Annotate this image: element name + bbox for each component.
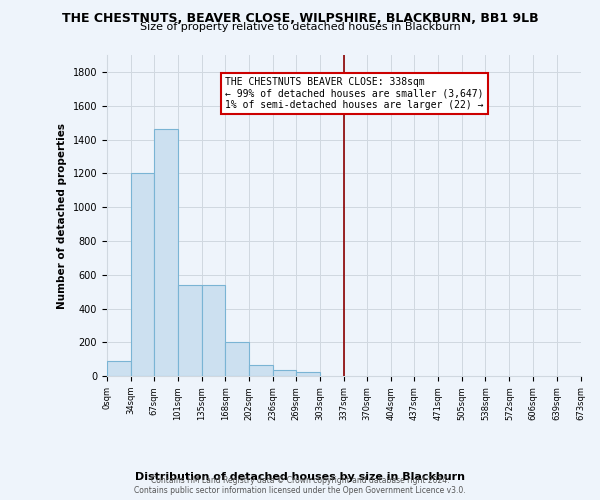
Bar [225,342,249,376]
Bar [178,285,202,376]
Text: THE CHESTNUTS BEAVER CLOSE: 338sqm
← 99% of detached houses are smaller (3,647)
: THE CHESTNUTS BEAVER CLOSE: 338sqm ← 99%… [225,77,484,110]
Y-axis label: Number of detached properties: Number of detached properties [57,122,67,308]
Bar [202,285,225,376]
Text: Contains HM Land Registry data © Crown copyright and database right 2024.
Contai: Contains HM Land Registry data © Crown c… [134,476,466,495]
Bar [154,130,178,376]
Bar [131,174,154,376]
Text: THE CHESTNUTS, BEAVER CLOSE, WILPSHIRE, BLACKBURN, BB1 9LB: THE CHESTNUTS, BEAVER CLOSE, WILPSHIRE, … [62,12,538,26]
Bar [107,361,131,376]
Bar [296,372,320,376]
Text: Distribution of detached houses by size in Blackburn: Distribution of detached houses by size … [135,472,465,482]
Text: Size of property relative to detached houses in Blackburn: Size of property relative to detached ho… [140,22,460,32]
Bar [273,370,296,376]
Bar [249,366,273,376]
